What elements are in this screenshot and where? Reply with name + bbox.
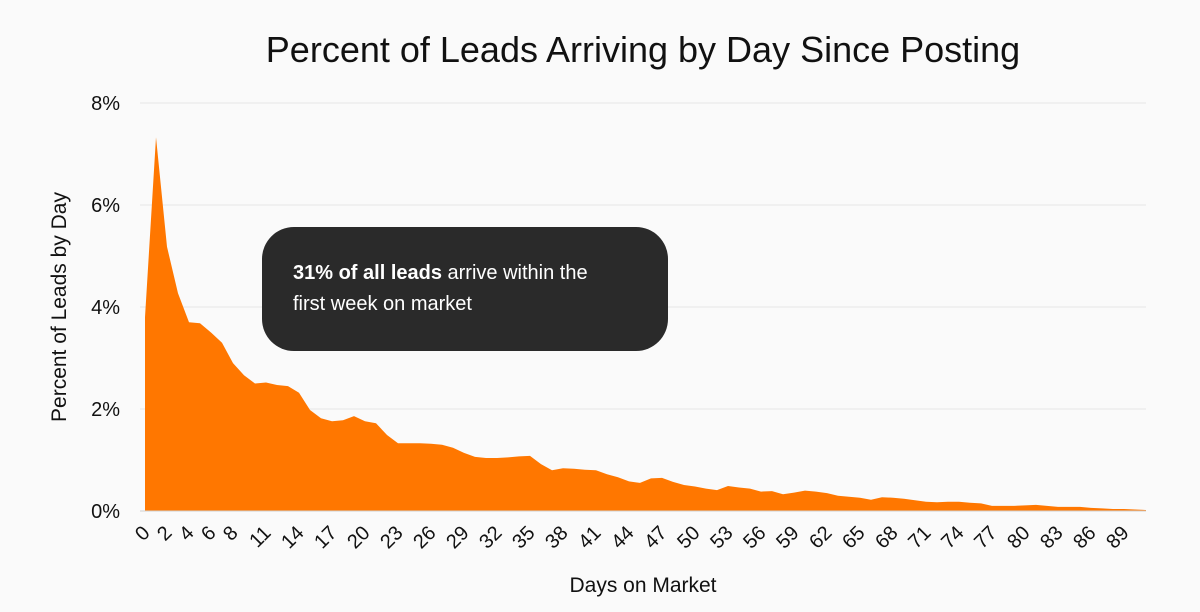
x-tick-label: 8 xyxy=(219,522,242,545)
annotation-rest: arrive within the xyxy=(442,262,588,284)
x-tick-label: 53 xyxy=(706,522,737,553)
x-tick-label: 62 xyxy=(805,522,836,553)
y-tick-label: 4% xyxy=(91,297,120,319)
x-tick-label: 4 xyxy=(175,522,198,545)
x-tick-label: 35 xyxy=(508,522,539,553)
y-tick-label: 6% xyxy=(91,195,120,217)
x-tick-label: 65 xyxy=(838,522,869,553)
x-tick-label: 17 xyxy=(310,522,341,553)
x-tick-label: 38 xyxy=(541,522,572,553)
x-axis-label: Days on Market xyxy=(569,574,716,597)
chart-title: Percent of Leads Arriving by Day Since P… xyxy=(266,29,1020,70)
y-tick-label: 2% xyxy=(91,399,120,421)
x-tick-label: 29 xyxy=(442,522,473,553)
y-tick-label: 0% xyxy=(91,501,120,523)
x-tick-label: 83 xyxy=(1036,522,1067,553)
x-tick-label: 68 xyxy=(871,522,902,553)
x-tick-label: 80 xyxy=(1003,522,1034,553)
leads-area-series xyxy=(145,137,1146,511)
annotation-bold: 31% of all leads xyxy=(293,262,442,284)
x-tick-label: 44 xyxy=(607,522,638,553)
y-axis-ticks: 0% 2% 4% 6% 8% xyxy=(91,93,120,523)
x-tick-label: 23 xyxy=(376,522,407,553)
x-tick-label: 59 xyxy=(772,522,803,553)
x-tick-label: 11 xyxy=(245,522,275,552)
x-tick-label: 14 xyxy=(277,522,308,553)
x-tick-label: 2 xyxy=(153,522,176,545)
x-tick-label: 71 xyxy=(904,522,935,553)
y-axis-label: Percent of Leads by Day xyxy=(48,192,71,422)
x-tick-label: 74 xyxy=(937,522,968,553)
x-tick-label: 47 xyxy=(640,522,671,553)
annotation-callout: 31% of all leads arrive within the first… xyxy=(262,227,668,351)
x-tick-label: 0 xyxy=(131,522,154,545)
y-tick-label: 8% xyxy=(91,93,120,115)
x-tick-label: 20 xyxy=(343,522,374,553)
x-tick-label: 26 xyxy=(409,522,440,553)
x-tick-label: 50 xyxy=(673,522,704,553)
annotation-line-2: first week on market xyxy=(293,293,472,315)
annotation-line-1: 31% of all leads arrive within the xyxy=(293,262,588,284)
x-tick-label: 89 xyxy=(1102,522,1133,553)
x-tick-label: 6 xyxy=(197,522,220,545)
x-tick-label: 86 xyxy=(1069,522,1100,553)
x-tick-label: 32 xyxy=(475,522,506,553)
x-tick-label: 56 xyxy=(739,522,770,553)
annotation-box xyxy=(262,227,668,351)
x-tick-label: 41 xyxy=(574,522,605,553)
x-tick-label: 77 xyxy=(970,522,1001,553)
